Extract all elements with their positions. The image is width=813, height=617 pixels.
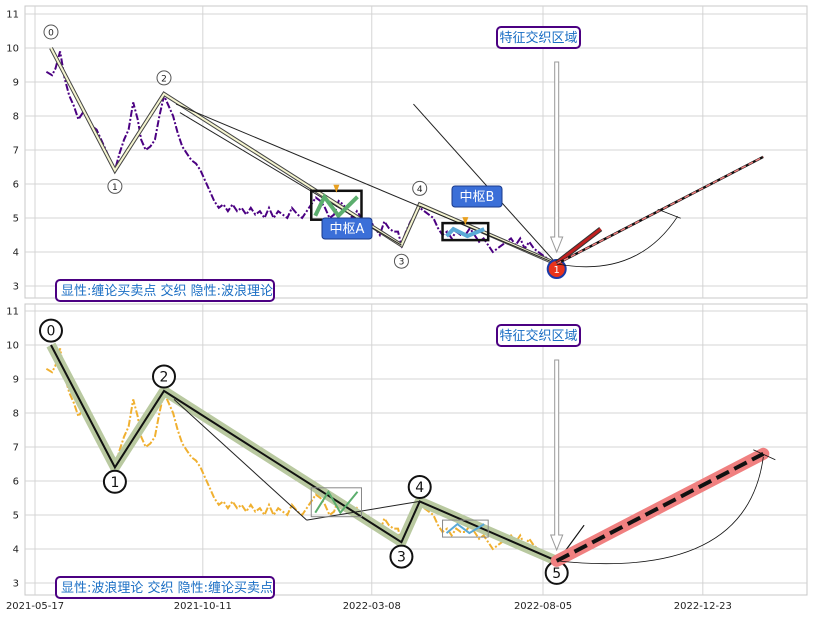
segment-line xyxy=(173,399,308,521)
projection-line xyxy=(555,452,765,563)
projection-arc xyxy=(556,456,764,565)
wave-point-marker xyxy=(156,70,172,86)
wave-point-label: 0 xyxy=(48,29,54,39)
target-tick xyxy=(753,449,776,461)
pivot-zigzag xyxy=(445,226,485,239)
callout-text: 特征交织区域 xyxy=(499,30,577,46)
wave-point-marker xyxy=(393,253,409,269)
pivot-zigzag xyxy=(314,489,359,515)
wave-point-marker xyxy=(151,364,176,389)
x-tick-label: 2022-03-08 xyxy=(343,601,401,612)
note-box xyxy=(55,576,275,599)
pivot-label-box xyxy=(451,185,503,208)
down-arrow-icon xyxy=(549,61,564,254)
note-box xyxy=(55,279,275,302)
y-tick-label: 11 xyxy=(6,307,19,318)
overlay-note: 显性:缠论买卖点 交织 隐性:波浪理论 xyxy=(55,279,275,302)
segment-line xyxy=(413,103,558,265)
pivot-box xyxy=(442,519,489,538)
pivot-label: 中枢A xyxy=(330,222,365,237)
price-line xyxy=(45,51,558,265)
wave-point-label: 5 xyxy=(552,566,561,582)
wave-point-marker xyxy=(38,318,63,343)
pivot-label-box xyxy=(321,217,373,240)
y-tick-label: 10 xyxy=(6,44,19,55)
target-tick xyxy=(657,208,681,219)
y-tick-label: 4 xyxy=(13,545,19,556)
wave-point-marker xyxy=(107,178,123,194)
y-tick-label: 9 xyxy=(13,78,19,89)
bottom-panel: 3 4 5 6 7 8 9 10 11 特征交织区域 0 1 2 3 4 5 显性:波浪理论 交织 隐性:缠论买… xyxy=(6,303,808,599)
y-tick-label: 7 xyxy=(13,443,19,454)
x-tick-label: 2022-12-23 xyxy=(674,601,732,612)
down-arrow-icon xyxy=(549,359,564,552)
callout-feature-zone: 特征交织区域 xyxy=(496,324,581,347)
wave-line xyxy=(50,47,558,265)
wave-point-label: 4 xyxy=(417,185,423,195)
wave-point-label: 1 xyxy=(112,183,118,193)
wave-point-marker xyxy=(407,475,432,499)
wave-point-label: 1 xyxy=(110,475,119,491)
y-tick-label: 8 xyxy=(13,112,19,123)
wave-point-label: 4 xyxy=(415,480,424,496)
wave-point-label: 2 xyxy=(161,74,167,84)
y-tick-label: 5 xyxy=(13,214,19,225)
x-axis: 2021-05-17 2021-10-11 2022-03-08 2022-08-05… xyxy=(6,601,732,612)
wave-line xyxy=(50,344,558,562)
wave-point-marker xyxy=(389,544,414,569)
pivot-zigzag xyxy=(445,522,485,535)
x-tick-label: 2022-08-05 xyxy=(514,601,572,612)
plot-frame xyxy=(24,303,808,596)
y-tick-label: 3 xyxy=(13,579,19,590)
projection-arc xyxy=(556,216,679,268)
y-tick-label: 6 xyxy=(13,180,19,191)
y-tick-label: 8 xyxy=(13,409,19,420)
callout-text: 特征交织区域 xyxy=(499,328,577,344)
y-tick-label: 3 xyxy=(13,282,19,293)
wave-point-marker xyxy=(102,469,127,494)
buy-point-label: 1 xyxy=(554,265,560,276)
y-tick-label: 10 xyxy=(6,341,19,352)
breakout-line-inner xyxy=(555,227,602,265)
note-text: 显性:波浪理论 交织 隐性:缠论买卖点 xyxy=(61,580,273,596)
wave-point-marker xyxy=(412,180,428,196)
y-tick-label: 9 xyxy=(13,375,19,386)
wave-point-label: 2 xyxy=(160,370,169,386)
pivot-arrow-icon xyxy=(462,217,469,226)
wave-point-marker xyxy=(43,24,59,40)
y-tick-label: 7 xyxy=(13,146,19,157)
pivot-label: 中枢B xyxy=(460,190,495,205)
pivot-arrow-icon xyxy=(333,184,340,193)
note-text: 显性:缠论买卖点 交织 隐性:波浪理论 xyxy=(61,283,273,299)
wave-point-label: 0 xyxy=(47,324,56,340)
overlay-note: 显性:波浪理论 交织 隐性:缠论买卖点 xyxy=(55,576,275,599)
callout-box xyxy=(496,324,581,347)
pivot-box xyxy=(310,487,362,518)
y-tick-label: 6 xyxy=(13,477,19,488)
pivot-zigzag xyxy=(313,192,359,219)
y-tick-label: 11 xyxy=(6,10,19,21)
callout-box xyxy=(496,26,581,49)
y-tick-label: 5 xyxy=(13,511,19,522)
callout-feature-zone: 特征交织区域 xyxy=(496,26,581,49)
wave-point-label: 3 xyxy=(399,258,405,268)
segment-line xyxy=(175,103,557,265)
x-tick-label: 2021-05-17 xyxy=(6,601,64,612)
x-tick-label: 2021-10-11 xyxy=(174,601,232,612)
plot-frame xyxy=(24,5,808,299)
y-tick-label: 4 xyxy=(13,248,19,259)
wave-point-label: 3 xyxy=(397,550,406,566)
